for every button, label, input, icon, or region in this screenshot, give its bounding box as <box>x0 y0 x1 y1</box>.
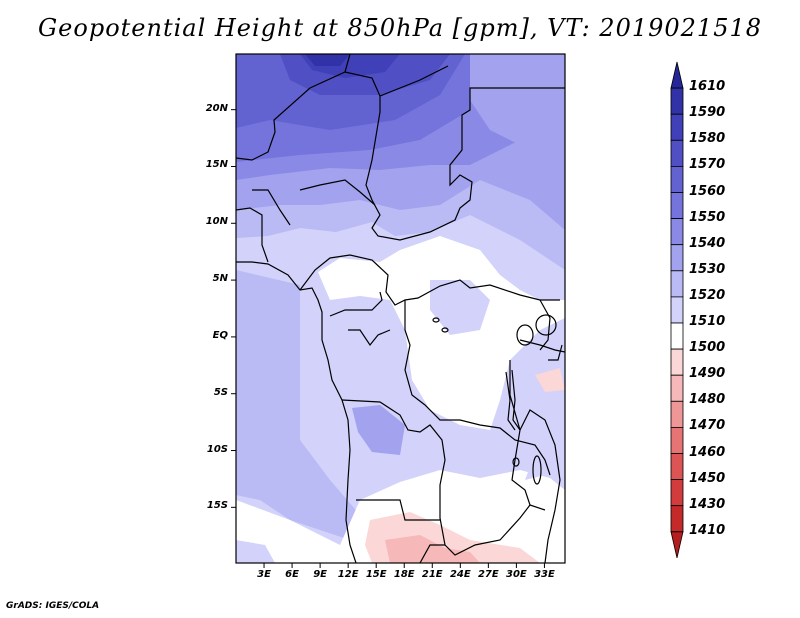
lon-tick-label: 27E <box>477 569 499 580</box>
lat-tick-label: 10N <box>205 216 228 228</box>
lon-tick-label: 3E <box>257 569 271 580</box>
colorbar-box <box>670 113 684 141</box>
colorbar-box <box>670 479 684 507</box>
lat-tick-label: 10S <box>206 443 228 455</box>
colorbar-box <box>670 322 684 350</box>
colorbar-box <box>670 400 684 428</box>
colorbar-box <box>670 87 684 115</box>
axis-ticks <box>231 109 545 568</box>
colorbar-box <box>670 192 684 220</box>
colorbar-level-label: 1550 <box>689 209 726 225</box>
colorbar-level-label: 1520 <box>689 287 726 303</box>
colorbar-box <box>670 296 684 324</box>
shaded-field <box>236 54 565 563</box>
country-borders <box>236 54 565 563</box>
lon-tick-label: 12E <box>337 569 359 580</box>
map-frame <box>235 53 566 564</box>
colorbar-level-label: 1610 <box>689 79 726 95</box>
colorbar-level-label: 1590 <box>689 105 726 121</box>
lon-tick-label: 15E <box>365 569 387 580</box>
lat-tick-label: 20N <box>205 102 228 114</box>
colorbar-level-label: 1430 <box>689 496 726 512</box>
colorbar-box <box>670 374 684 402</box>
lon-tick-label: 6E <box>285 569 299 580</box>
colorbar-level-label: 1500 <box>689 340 726 356</box>
colorbar-level-label: 1580 <box>689 131 726 147</box>
lon-tick-label: 24E <box>449 569 471 580</box>
lat-tick-label: 5S <box>213 386 228 398</box>
lon-tick-label: 33E <box>534 569 555 580</box>
colorbar-box <box>670 426 684 454</box>
colorbar-level-label: 1480 <box>689 392 726 408</box>
lakes <box>432 314 557 485</box>
colorbar-level-label: 1530 <box>689 261 726 277</box>
grads-credit: GrADS: IGES/COLA <box>6 601 100 611</box>
colorbar-box <box>670 505 684 533</box>
colorbar-level-label: 1470 <box>689 418 726 434</box>
colorbar-level-label: 1450 <box>689 470 726 486</box>
lon-tick-label: 9E <box>313 569 327 580</box>
lat-tick-label: 5N <box>212 273 228 285</box>
colorbar-level-label: 1570 <box>689 157 726 173</box>
colorbar-top-cap <box>670 61 684 89</box>
colorbar-level-label: 1510 <box>689 314 726 329</box>
colorbar-level-label: 1410 <box>689 522 726 538</box>
colorbar-level-label: 1540 <box>689 235 726 251</box>
colorbar-level-label: 1460 <box>689 444 726 460</box>
colorbar-bottom-cap <box>670 531 684 558</box>
lat-tick-label: 15N <box>205 159 228 171</box>
colorbar-box <box>670 139 684 167</box>
colorbar-box <box>670 348 684 376</box>
lon-tick-label: 21E <box>421 569 443 580</box>
colorbar-level-label: 1490 <box>689 366 726 382</box>
colorbar-box <box>670 270 684 298</box>
lat-tick-label: 15S <box>206 500 228 512</box>
colorbar-level-label: 1560 <box>689 183 726 199</box>
lon-tick-label: 18E <box>393 569 415 580</box>
colorbar-box <box>670 218 684 246</box>
map-title: Geopotential Height at 850hPa [gpm], VT:… <box>38 14 762 42</box>
lon-tick-label: 30E <box>506 569 527 580</box>
colorbar-box <box>670 244 684 272</box>
lat-tick-label: EQ <box>212 329 228 341</box>
colorbar-box <box>670 165 684 193</box>
colorbar-box <box>670 453 684 481</box>
